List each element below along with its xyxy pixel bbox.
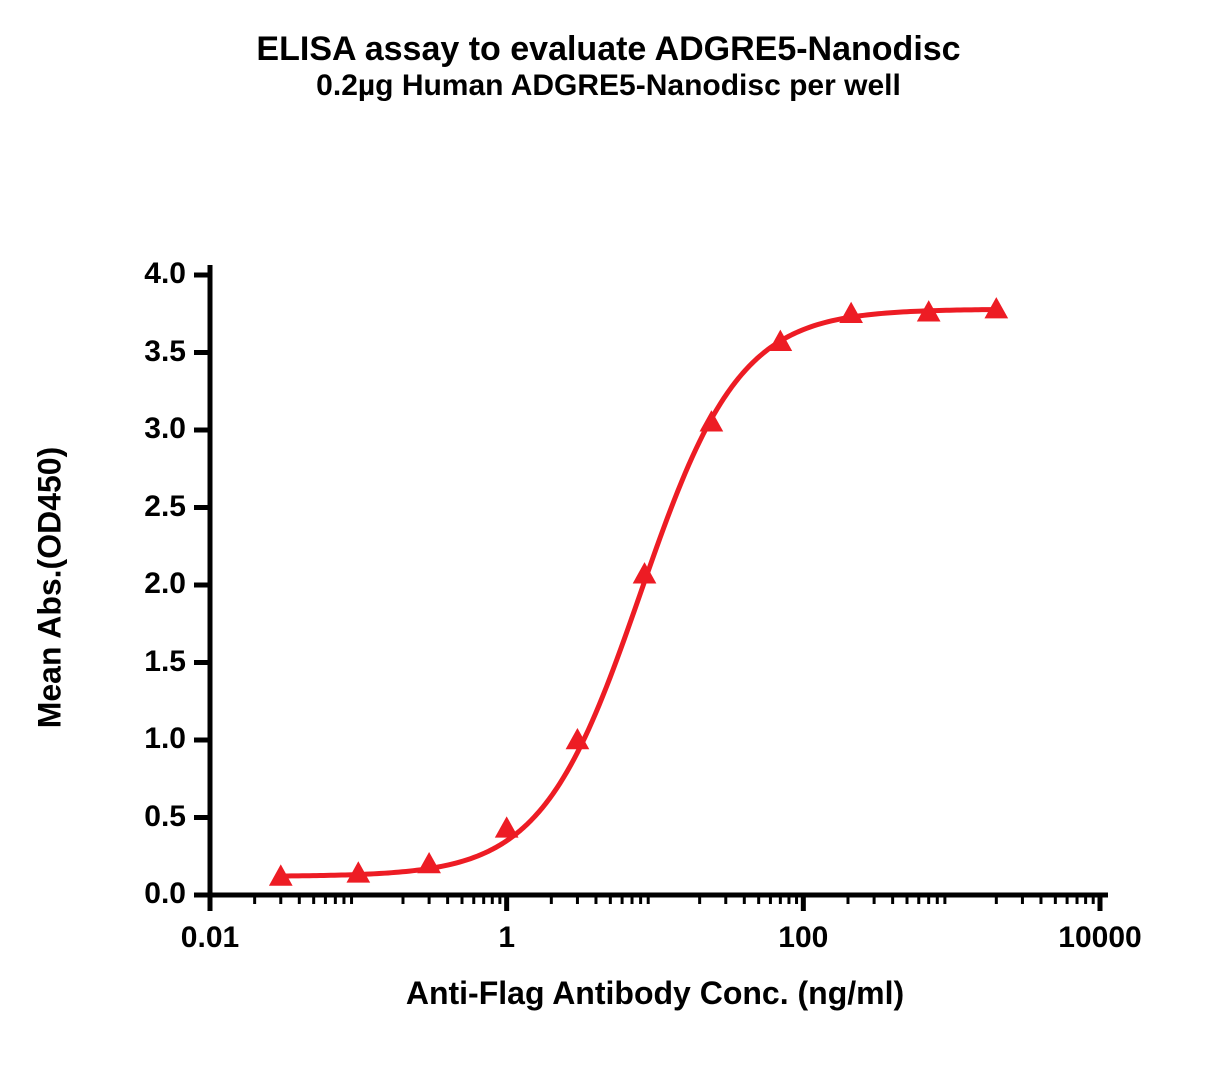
x-tick-label: 100 bbox=[723, 921, 883, 955]
elisa-chart: ELISA assay to evaluate ADGRE5-Nanodisc … bbox=[0, 0, 1217, 1079]
y-tick-label: 3.5 bbox=[144, 335, 186, 369]
y-tick-label: 0.0 bbox=[144, 877, 186, 911]
x-tick-label: 10000 bbox=[1020, 921, 1180, 955]
y-tick-label: 1.5 bbox=[144, 645, 186, 679]
y-tick-label: 2.5 bbox=[144, 490, 186, 524]
y-tick-label: 1.0 bbox=[144, 722, 186, 756]
plot-area bbox=[0, 0, 1217, 1079]
y-axis-label: Mean Abs.(OD450) bbox=[32, 388, 69, 788]
fit-curve bbox=[281, 310, 997, 876]
y-tick-label: 3.0 bbox=[144, 412, 186, 446]
data-marker bbox=[840, 303, 862, 323]
x-axis-label: Anti-Flag Antibody Conc. (ng/ml) bbox=[210, 975, 1100, 1012]
y-tick-label: 2.0 bbox=[144, 567, 186, 601]
y-tick-label: 0.5 bbox=[144, 800, 186, 834]
y-tick-label: 4.0 bbox=[144, 257, 186, 291]
data-marker bbox=[418, 853, 440, 873]
data-marker bbox=[496, 817, 518, 837]
data-marker bbox=[769, 331, 791, 351]
x-tick-label: 1 bbox=[427, 921, 587, 955]
data-marker bbox=[700, 411, 722, 431]
x-tick-label: 0.01 bbox=[130, 921, 290, 955]
